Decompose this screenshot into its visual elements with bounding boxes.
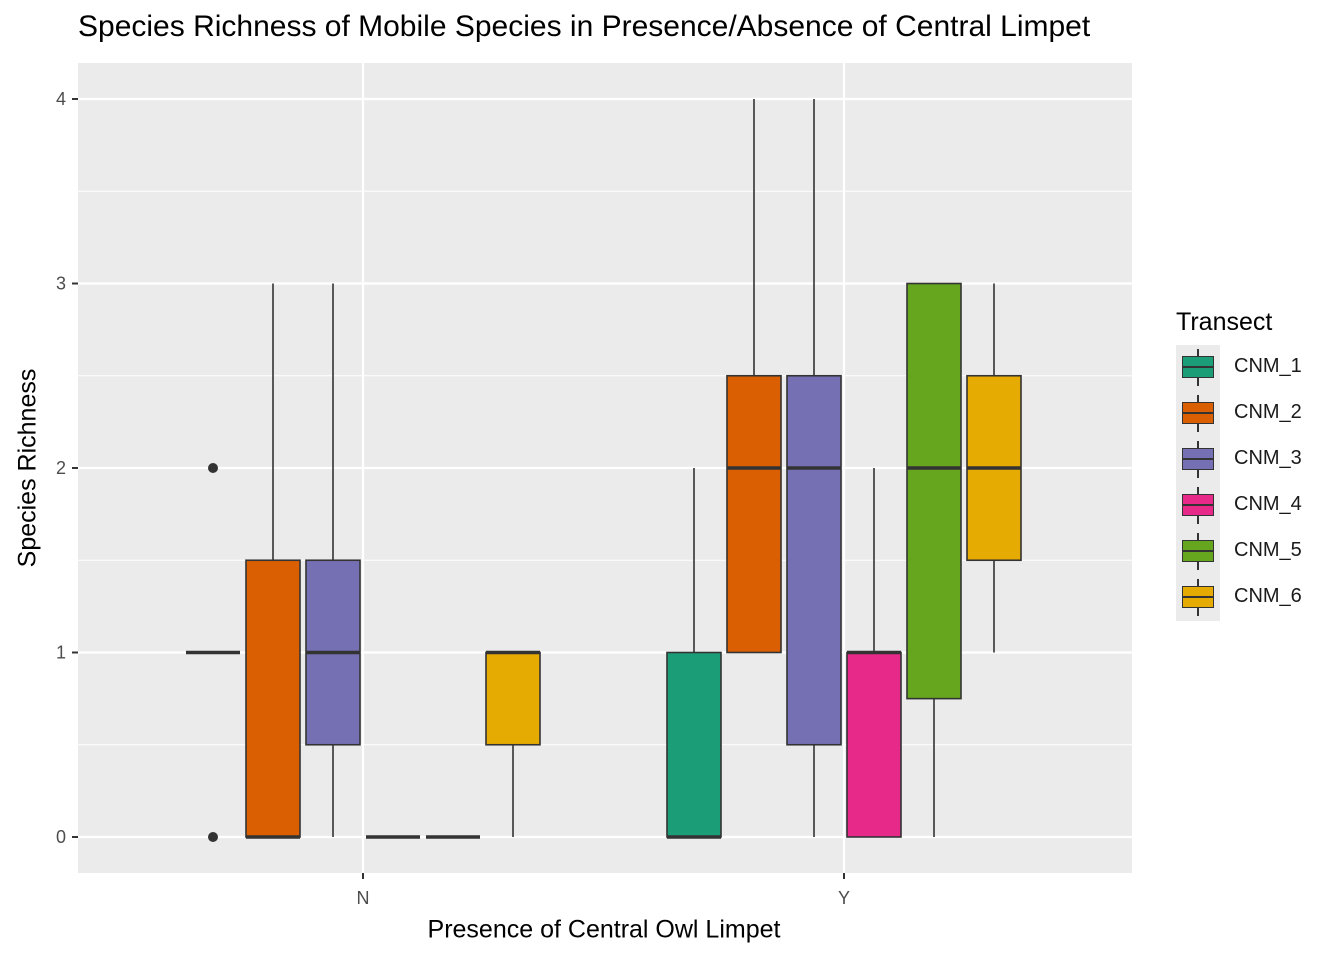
legend-key-whisker: [1197, 562, 1199, 570]
legend-key-whisker: [1197, 608, 1199, 616]
box-CNM_2-Y: [726, 374, 782, 654]
legend-key-whisker: [1197, 395, 1199, 402]
legend-key: [1176, 391, 1220, 437]
legend-key: [1176, 529, 1220, 575]
legend-key-whisker: [1197, 516, 1199, 524]
box-CNM_6-N: [485, 651, 541, 746]
legend-key: [1176, 575, 1220, 621]
legend-key-median: [1182, 504, 1214, 506]
legend: Transect CNM_1 CNM_2 CNM_3 CNM_4 CNM_5 CNM_6: [1176, 308, 1302, 621]
x-axis-label: Presence of Central Owl Limpet: [427, 915, 781, 944]
x-tick-label: Y: [838, 888, 850, 908]
legend-label: CNM_1: [1234, 355, 1302, 377]
legend-key-whisker: [1197, 579, 1199, 586]
legend-key: [1176, 483, 1220, 529]
legend-label: CNM_2: [1234, 401, 1302, 423]
legend-label: CNM_5: [1234, 539, 1302, 561]
legend-item: CNM_5: [1176, 529, 1302, 575]
x-tick-label: N: [357, 888, 370, 908]
box-CNM_5-Y: [906, 282, 962, 700]
legend-item: CNM_3: [1176, 437, 1302, 483]
legend-key-whisker: [1197, 378, 1199, 386]
chart-title: Species Richness of Mobile Species in Pr…: [78, 10, 1091, 43]
legend-label: CNM_3: [1234, 447, 1302, 469]
legend-key-whisker: [1197, 424, 1199, 432]
legend-label: CNM_6: [1234, 585, 1302, 607]
box-CNM_1-Y: [666, 651, 722, 838]
outlier-point: [208, 832, 218, 842]
legend-key-whisker: [1197, 533, 1199, 540]
legend-key-median: [1182, 366, 1214, 368]
legend-item: CNM_1: [1176, 345, 1302, 391]
y-tick-label: 3: [56, 274, 66, 294]
legend-key-whisker: [1197, 470, 1199, 478]
legend-key-median: [1182, 458, 1214, 460]
box-CNM_2-N: [245, 559, 301, 838]
y-tick-label: 4: [56, 89, 66, 109]
legend-key-whisker: [1197, 441, 1199, 448]
legend-key-whisker: [1197, 349, 1199, 356]
y-tick-label: 1: [56, 643, 66, 663]
legend-key-whisker: [1197, 487, 1199, 494]
legend-item: CNM_2: [1176, 391, 1302, 437]
legend-key-median: [1182, 550, 1214, 552]
legend-item: CNM_4: [1176, 483, 1302, 529]
legend-key: [1176, 345, 1220, 391]
legend-key: [1176, 437, 1220, 483]
y-tick-label: 0: [56, 827, 66, 847]
box-CNM_3-Y: [786, 374, 842, 746]
outlier-point: [208, 463, 218, 473]
legend-item: CNM_6: [1176, 575, 1302, 621]
legend-label: CNM_4: [1234, 493, 1302, 515]
legend-key-median: [1182, 412, 1214, 414]
y-tick-label: 2: [56, 458, 66, 478]
legend-title: Transect: [1176, 308, 1273, 336]
box-CNM_4-Y: [846, 651, 902, 838]
legend-key-median: [1182, 596, 1214, 598]
